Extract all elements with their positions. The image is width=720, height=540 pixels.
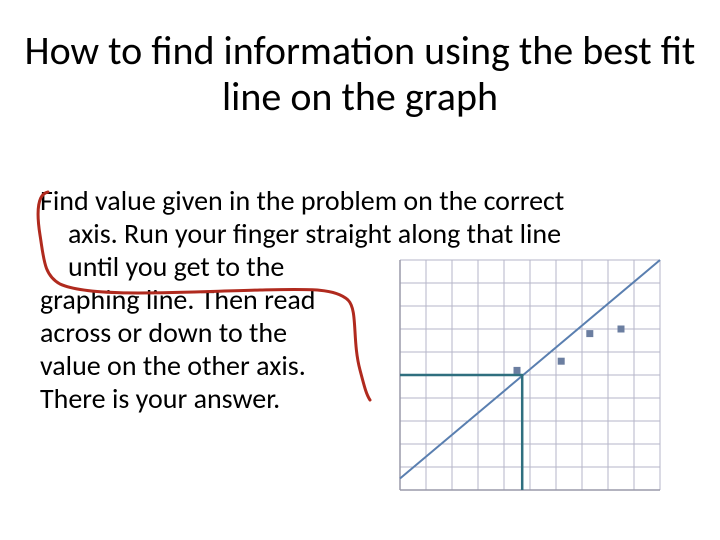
body-line-4: graphing line. Then read bbox=[40, 283, 360, 316]
slide: How to find information using the best f… bbox=[0, 0, 720, 540]
slide-title: How to find information using the best f… bbox=[0, 28, 720, 120]
body-line-5: across or down to the bbox=[40, 316, 360, 349]
body-line-3: until you get to the bbox=[40, 250, 388, 283]
body-line-2: axis. Run your finger straight along tha… bbox=[40, 217, 668, 250]
body-line-6: value on the other axis. bbox=[40, 349, 360, 382]
scatter-chart bbox=[360, 250, 680, 520]
body-line-7: There is your answer. bbox=[40, 382, 360, 415]
body-line-1: Find value given in the problem on the c… bbox=[40, 184, 660, 217]
